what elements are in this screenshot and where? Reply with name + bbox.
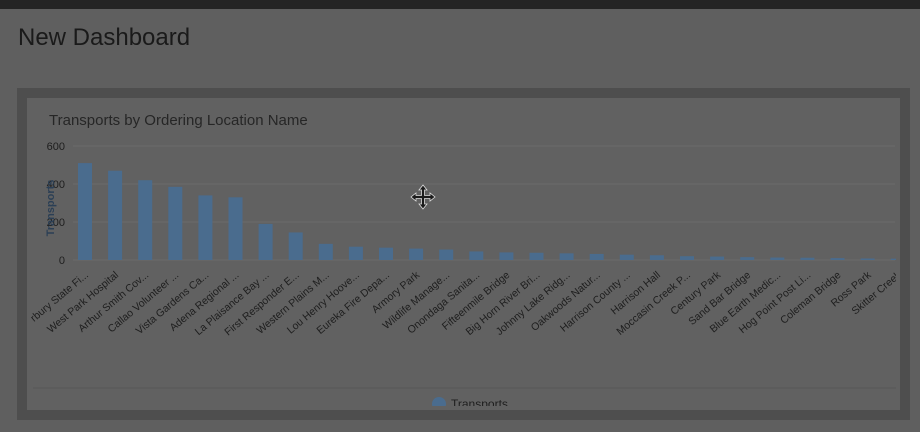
bar[interactable] [108,170,123,260]
bar[interactable] [619,254,634,260]
bar[interactable] [890,258,905,260]
bar-chart: Transports by Ordering Location Name 0 20… [28,112,920,411]
bar[interactable] [529,252,544,260]
y-tick-label: 0 [59,255,65,267]
chart-bars [78,163,905,260]
bar[interactable] [439,249,454,260]
chart-widget-body: Transports by Ordering Location Name 0 20… [27,98,920,411]
bar[interactable] [379,247,393,260]
x-axis-ticks: rbury State Fi...West Park HospitalArthu… [28,269,920,339]
bar[interactable] [559,253,574,260]
chart-widget[interactable]: Transports by Ordering Location Name 0 20… [17,88,920,420]
y-tick-label: 200 [47,217,65,229]
bar[interactable] [770,257,785,260]
bar[interactable] [830,258,845,260]
y-tick-label: 400 [47,179,65,191]
bar[interactable] [680,256,694,260]
bar[interactable] [168,186,183,260]
y-tick-label: 600 [47,141,65,153]
bar[interactable] [800,257,815,260]
legend-label: Transports [451,397,508,406]
y-axis-label: Transports [45,180,57,237]
bar[interactable] [589,253,604,260]
bar[interactable] [740,257,755,260]
bar[interactable] [710,256,725,260]
bar[interactable] [198,195,213,260]
legend-swatch [432,397,446,411]
legend[interactable]: Transports [432,397,508,411]
bar[interactable] [318,243,333,260]
chart-grid [73,145,895,261]
bar[interactable] [499,252,514,260]
chart-title: Transports by Ordering Location Name [49,112,308,129]
bar[interactable] [258,223,273,260]
bar[interactable] [348,246,363,260]
bar[interactable] [138,180,153,260]
top-bar [0,0,920,9]
bar[interactable] [288,232,303,260]
bar[interactable] [469,251,484,260]
page-title: New Dashboard [18,24,191,51]
bar[interactable] [860,258,875,260]
move-arrows-icon[interactable] [410,184,436,210]
bar[interactable] [78,163,92,260]
bar[interactable] [228,197,243,260]
bar[interactable] [649,255,664,260]
y-axis-ticks: 0 200 400 600 [47,141,65,267]
bar[interactable] [409,248,424,260]
